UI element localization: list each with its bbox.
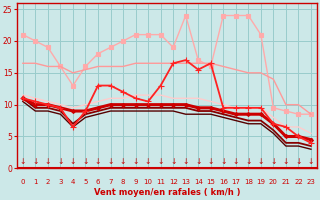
- Text: ↓: ↓: [20, 157, 26, 166]
- Text: ↓: ↓: [45, 157, 51, 166]
- Text: ↓: ↓: [95, 157, 101, 166]
- Text: ↓: ↓: [120, 157, 126, 166]
- Text: ↓: ↓: [220, 157, 227, 166]
- Text: ↓: ↓: [295, 157, 302, 166]
- X-axis label: Vent moyen/en rafales ( km/h ): Vent moyen/en rafales ( km/h ): [94, 188, 240, 197]
- Text: ↓: ↓: [82, 157, 89, 166]
- Text: ↓: ↓: [245, 157, 252, 166]
- Text: ↓: ↓: [182, 157, 189, 166]
- Text: ↓: ↓: [32, 157, 38, 166]
- Text: ↓: ↓: [170, 157, 176, 166]
- Text: ↓: ↓: [145, 157, 151, 166]
- Text: ↓: ↓: [283, 157, 289, 166]
- Text: ↓: ↓: [70, 157, 76, 166]
- Text: ↓: ↓: [208, 157, 214, 166]
- Text: ↓: ↓: [308, 157, 314, 166]
- Text: ↓: ↓: [132, 157, 139, 166]
- Text: ↓: ↓: [233, 157, 239, 166]
- Text: ↓: ↓: [107, 157, 114, 166]
- Text: ↓: ↓: [157, 157, 164, 166]
- Text: ↓: ↓: [57, 157, 64, 166]
- Text: ↓: ↓: [270, 157, 276, 166]
- Text: ↓: ↓: [195, 157, 201, 166]
- Text: ↓: ↓: [258, 157, 264, 166]
